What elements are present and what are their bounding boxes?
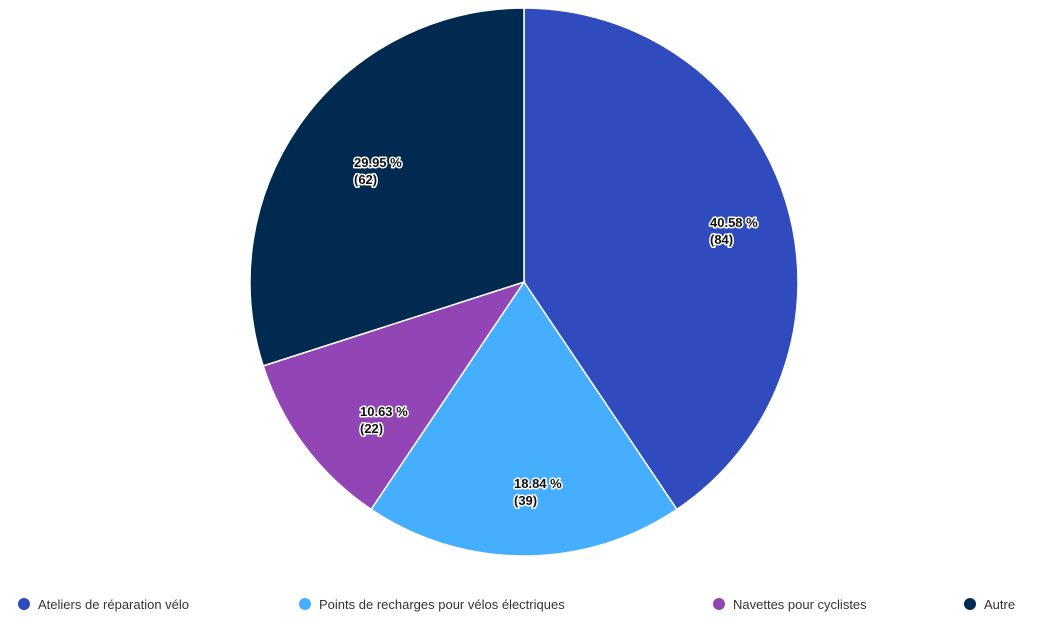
slice-percent-label: 40.58 % — [710, 215, 758, 230]
legend-item[interactable]: Points de recharges pour vélos électriqu… — [299, 597, 565, 612]
legend-marker-icon — [964, 598, 976, 610]
pie-slice[interactable] — [523, 7, 799, 511]
slice-count-label: (22) — [360, 421, 383, 436]
legend-marker-icon — [299, 598, 311, 610]
slice-count-label: (62) — [354, 172, 377, 187]
pie-slice[interactable] — [262, 280, 526, 511]
legend-item[interactable]: Ateliers de réparation vélo — [18, 597, 189, 612]
slice-count-label: (39) — [514, 493, 537, 508]
legend-label: Autre — [984, 596, 1016, 612]
legend-label: Points de recharges pour vélos électriqu… — [319, 596, 565, 612]
legend-item[interactable]: Navettes pour cyclistes — [713, 597, 867, 612]
legend-label: Ateliers de réparation vélo — [38, 596, 190, 612]
slice-count-label: (84) — [710, 232, 733, 247]
chart-legend: Ateliers de réparation vélo Points de rec… — [0, 592, 1039, 616]
pie-slice[interactable] — [370, 280, 678, 557]
slice-percent-label: 29.95 % — [354, 155, 402, 170]
slice-percent-label: 10.63 % — [360, 404, 408, 419]
legend-marker-icon — [18, 598, 30, 610]
legend-label: Navettes pour cyclistes — [733, 596, 867, 612]
pie-plot-area: 40.58 % (84) 18.84 % (39) 10.63 % (22) 29.95 %… — [249, 7, 799, 557]
pie-slice[interactable] — [249, 7, 525, 367]
slice-percent-label: 18.84 % — [514, 476, 562, 491]
legend-marker-icon — [713, 598, 725, 610]
legend-item[interactable]: Autre — [964, 597, 1015, 612]
